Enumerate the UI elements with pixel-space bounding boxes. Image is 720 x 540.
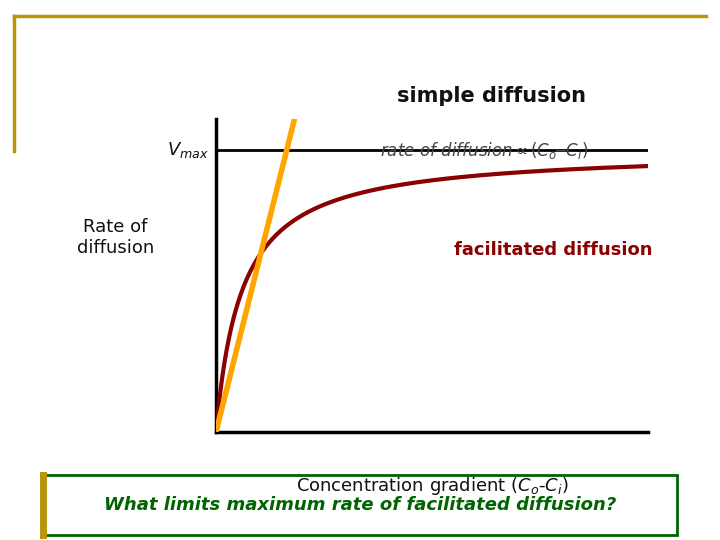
Text: $V_{max}$: $V_{max}$	[167, 140, 209, 160]
Text: simple diffusion: simple diffusion	[397, 86, 587, 106]
Text: What limits maximum rate of facilitated diffusion?: What limits maximum rate of facilitated …	[104, 496, 616, 514]
Text: Rate of
diffusion: Rate of diffusion	[76, 218, 154, 257]
Text: $\mathit{rate\ of\ diffusion} \propto (C_o\!\!-\!\!C_i)$: $\mathit{rate\ of\ diffusion} \propto (C…	[380, 140, 588, 160]
Text: facilitated diffusion: facilitated diffusion	[454, 241, 652, 259]
Text: Concentration gradient ($C_o$-$C_i$): Concentration gradient ($C_o$-$C_i$)	[295, 475, 569, 497]
